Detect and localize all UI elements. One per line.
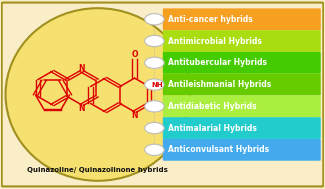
- Text: Antileishmanial Hybrids: Antileishmanial Hybrids: [168, 80, 271, 89]
- FancyBboxPatch shape: [163, 30, 321, 52]
- FancyBboxPatch shape: [2, 3, 323, 186]
- Text: Quinazoline/ Quinazolinone hybrids: Quinazoline/ Quinazolinone hybrids: [27, 167, 168, 173]
- Circle shape: [145, 122, 164, 134]
- FancyBboxPatch shape: [163, 139, 321, 161]
- Text: N: N: [79, 64, 85, 73]
- FancyBboxPatch shape: [163, 74, 321, 95]
- Text: Antimicrobial Hybrids: Antimicrobial Hybrids: [168, 36, 262, 46]
- Text: Antimalarial Hybrids: Antimalarial Hybrids: [168, 124, 257, 132]
- Text: N: N: [131, 111, 138, 120]
- Circle shape: [145, 35, 164, 47]
- Text: Antidiabetic Hybrids: Antidiabetic Hybrids: [168, 102, 257, 111]
- Text: N: N: [79, 104, 85, 113]
- FancyBboxPatch shape: [163, 52, 321, 74]
- Circle shape: [145, 57, 164, 68]
- Circle shape: [145, 79, 164, 90]
- Circle shape: [145, 144, 164, 156]
- FancyBboxPatch shape: [163, 8, 321, 30]
- Text: Anti-cancer hybrids: Anti-cancer hybrids: [168, 15, 253, 24]
- Ellipse shape: [6, 8, 190, 181]
- Circle shape: [145, 101, 164, 112]
- Text: NH: NH: [151, 82, 163, 88]
- Text: Anticonvulsant Hybrids: Anticonvulsant Hybrids: [168, 145, 269, 154]
- Text: Antitubercular Hybrids: Antitubercular Hybrids: [168, 58, 267, 67]
- FancyBboxPatch shape: [163, 95, 321, 117]
- Text: O: O: [131, 50, 138, 59]
- FancyBboxPatch shape: [163, 117, 321, 139]
- Circle shape: [145, 14, 164, 25]
